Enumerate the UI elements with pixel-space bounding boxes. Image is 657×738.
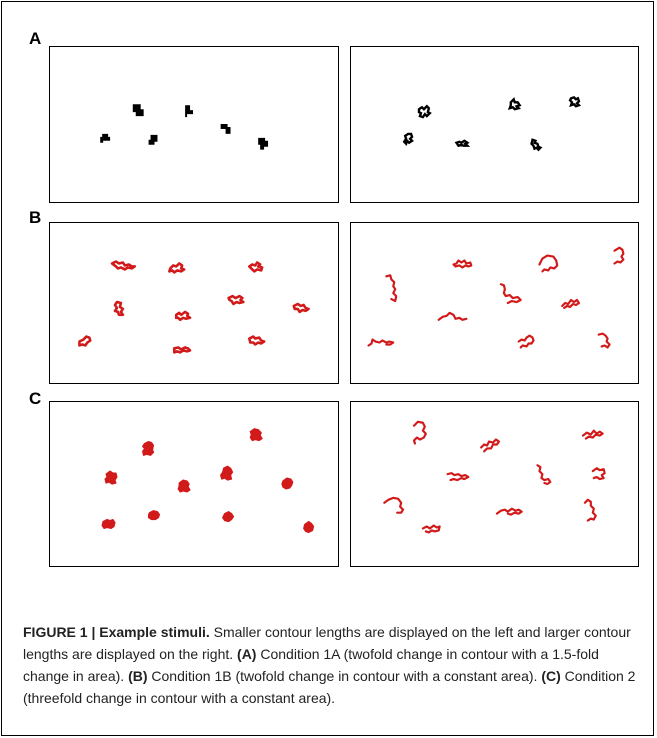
caption-c-label: (C) xyxy=(541,668,561,684)
panel-b-right xyxy=(350,222,639,384)
caption-b-text: Condition 1B (twofold change in contour … xyxy=(147,668,542,684)
panel-c-right xyxy=(350,401,639,567)
panel-a-left xyxy=(49,46,339,203)
panel-c-left xyxy=(49,401,339,567)
caption-a-text: Condition 1A (twofold change in contour … xyxy=(23,646,599,684)
stimulus-b-left xyxy=(78,260,310,354)
row-label-a: A xyxy=(29,29,42,48)
stimulus-a-right xyxy=(402,95,582,152)
row-label-c: C xyxy=(29,389,42,408)
figure-label: FIGURE 1 | Example stimuli. xyxy=(23,624,210,640)
stimulus-c-left xyxy=(101,428,315,534)
caption-intro: Smaller contour lengths are displayed on… xyxy=(23,624,631,662)
figure-caption: FIGURE 1 | Example stimuli. Smaller cont… xyxy=(23,621,638,709)
row-label-b: B xyxy=(29,208,42,227)
caption-a-label: (A) xyxy=(237,646,257,662)
stimulus-b-right xyxy=(367,246,625,349)
caption-c-text: Condition 2 (threefold change in contour… xyxy=(23,668,636,706)
stimulus-a-left xyxy=(100,104,269,150)
stimulus-c-right xyxy=(383,420,606,534)
panel-b-left xyxy=(49,222,339,384)
caption-b-label: (B) xyxy=(128,668,148,684)
panel-a-right xyxy=(350,46,639,203)
